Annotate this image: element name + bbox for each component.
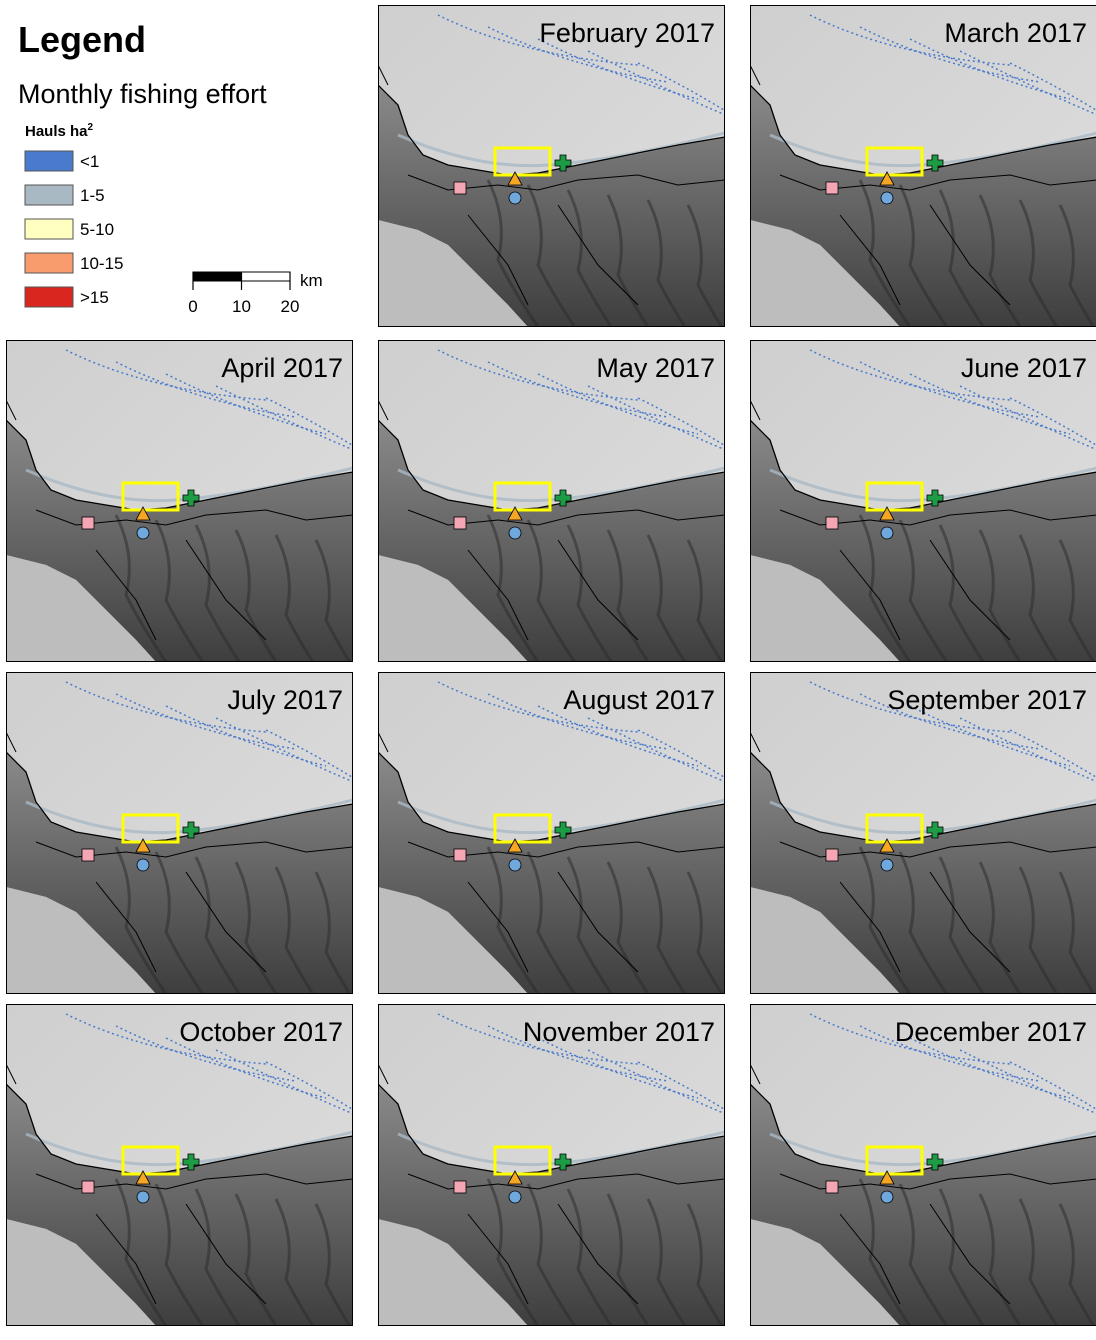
square-marker — [454, 517, 466, 529]
map-panel: December 2017 — [750, 1004, 1096, 1326]
map-panel: November 2017 — [378, 1004, 725, 1326]
panel-title: October 2017 — [179, 1017, 343, 1047]
legend-label: >15 — [80, 288, 109, 307]
square-marker — [826, 517, 838, 529]
map-panel: October 2017 — [6, 1004, 353, 1326]
map: November 2017 — [378, 1004, 725, 1326]
map-panel: July 2017 — [6, 672, 353, 994]
square-marker — [82, 1181, 94, 1193]
panel-title: March 2017 — [944, 18, 1087, 48]
panel-title: July 2017 — [227, 685, 343, 715]
panel-title: May 2017 — [596, 353, 715, 383]
map: June 2017 — [750, 340, 1096, 662]
scale-bar: 0 10 20km — [188, 271, 322, 316]
scale-segment — [193, 272, 242, 281]
map: April 2017 — [6, 340, 353, 662]
circle-marker — [509, 859, 521, 871]
panel-title: April 2017 — [221, 353, 343, 383]
circle-marker — [881, 859, 893, 871]
unit-text: Hauls ha — [25, 123, 88, 140]
map-panel: June 2017 — [750, 340, 1096, 662]
map-panel: August 2017 — [378, 672, 725, 994]
square-marker — [826, 849, 838, 861]
unit-sup: 2 — [88, 122, 94, 133]
legend-swatch — [25, 219, 73, 239]
legend-label: <1 — [80, 152, 99, 171]
circle-marker — [137, 859, 149, 871]
legend-swatch — [25, 287, 73, 307]
map: March 2017 — [750, 5, 1096, 327]
legend-title: Legend — [18, 19, 146, 60]
legend-label: 10-15 — [80, 254, 123, 273]
legend-swatch — [25, 151, 73, 171]
map-panel: April 2017 — [6, 340, 353, 662]
circle-marker — [137, 527, 149, 539]
legend-subtitle: Monthly fishing effort — [18, 79, 267, 109]
scale-tick-label: 10 — [232, 297, 251, 316]
legend-swatch — [25, 185, 73, 205]
panel-title: September 2017 — [887, 685, 1087, 715]
legend-label: 1-5 — [80, 186, 105, 205]
map-panel: February 2017 — [378, 5, 725, 327]
square-marker — [82, 849, 94, 861]
circle-marker — [509, 527, 521, 539]
legend-classes: <1 1-5 5-10 10-15 >15 — [25, 151, 123, 307]
circle-marker — [881, 192, 893, 204]
map: October 2017 — [6, 1004, 353, 1326]
square-marker — [454, 1181, 466, 1193]
scale-tick-label: 20 — [281, 297, 300, 316]
circle-marker — [509, 192, 521, 204]
figure: Legend Monthly fishing effort Hauls ha2 … — [0, 0, 1096, 1340]
square-marker — [454, 182, 466, 194]
map: May 2017 — [378, 340, 725, 662]
circle-marker — [881, 527, 893, 539]
scale-tick-label: 0 — [188, 297, 197, 316]
legend-swatch — [25, 253, 73, 273]
map-panel: March 2017 — [750, 5, 1096, 327]
scale-unit: km — [300, 271, 323, 290]
circle-marker — [881, 1191, 893, 1203]
map: July 2017 — [6, 672, 353, 994]
square-marker — [454, 849, 466, 861]
map: December 2017 — [750, 1004, 1096, 1326]
legend: Legend Monthly fishing effort Hauls ha2 … — [0, 0, 370, 330]
legend-label: 5-10 — [80, 220, 114, 239]
panel-title: June 2017 — [961, 353, 1087, 383]
circle-marker — [509, 1191, 521, 1203]
map: August 2017 — [378, 672, 725, 994]
square-marker — [826, 182, 838, 194]
square-marker — [82, 517, 94, 529]
scale-segment — [242, 272, 291, 281]
panel-title: August 2017 — [563, 685, 715, 715]
circle-marker — [137, 1191, 149, 1203]
map: February 2017 — [378, 5, 725, 327]
legend-unit: Hauls ha2 — [25, 122, 94, 140]
panel-title: February 2017 — [539, 18, 715, 48]
map-panel: May 2017 — [378, 340, 725, 662]
panel-title: December 2017 — [895, 1017, 1087, 1047]
map: September 2017 — [750, 672, 1096, 994]
square-marker — [826, 1181, 838, 1193]
map-panel: September 2017 — [750, 672, 1096, 994]
panel-title: November 2017 — [523, 1017, 715, 1047]
